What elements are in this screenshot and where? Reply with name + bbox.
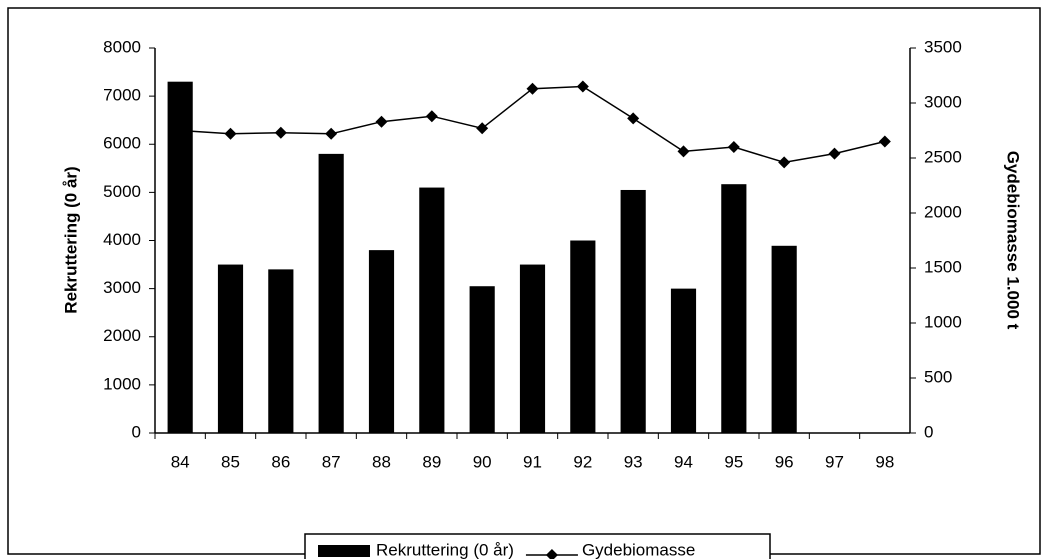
bar (771, 245, 797, 433)
x-tick-label: 96 (775, 452, 794, 471)
bar (570, 240, 596, 433)
bar (419, 187, 445, 433)
y-tick-label: 5000 (103, 182, 141, 201)
x-tick-label: 93 (624, 452, 643, 471)
bar (318, 153, 344, 433)
bar (519, 264, 546, 433)
x-tick-label: 95 (724, 452, 743, 471)
point (828, 147, 841, 160)
point (576, 80, 589, 93)
bar (217, 264, 244, 433)
y2-tick-label: 500 (924, 367, 952, 386)
legend-marker (545, 549, 558, 559)
y2-tick-label: 2000 (924, 202, 962, 221)
y2-tick-label: 3500 (924, 37, 962, 56)
y-tick-label: 2000 (103, 326, 141, 345)
x-tick-label: 94 (674, 452, 693, 471)
y2-tick-label: 0 (924, 422, 933, 441)
bar (721, 184, 747, 433)
point (476, 122, 489, 135)
x-tick-label: 85 (221, 452, 240, 471)
y2-tick-label: 1500 (924, 257, 962, 276)
y-tick-label: 1000 (103, 374, 141, 393)
point (224, 127, 237, 140)
y2-axis-title: Gydebiomasse 1.000 t (1004, 151, 1023, 330)
point (878, 135, 891, 148)
y-tick-label: 4000 (103, 230, 141, 249)
y-axis-title: Rekruttering (0 år) (61, 166, 80, 313)
bar (368, 250, 395, 433)
point (274, 126, 287, 139)
line (180, 85, 886, 164)
x-tick-label: 97 (825, 452, 844, 471)
point (627, 112, 640, 125)
point (425, 110, 438, 123)
point (375, 115, 388, 128)
y-tick-label: 8000 (103, 37, 141, 56)
bar (268, 269, 294, 433)
x-tick-label: 89 (422, 452, 441, 471)
x-tick-label: 88 (372, 452, 391, 471)
x-tick-label: 92 (573, 452, 592, 471)
y-tick-label: 6000 (103, 134, 141, 153)
point (174, 124, 187, 137)
x-tick-label: 90 (473, 452, 492, 471)
legend-label: Rekruttering (0 år) (376, 540, 514, 559)
y-tick-label: 3000 (103, 278, 141, 297)
point (677, 145, 690, 158)
y-tick-label: 0 (132, 422, 141, 441)
x-tick-label: 98 (875, 452, 894, 471)
bar (167, 81, 193, 433)
bar (469, 286, 495, 433)
point (526, 82, 539, 95)
x-tick-label: 84 (171, 452, 190, 471)
legend-swatch (318, 545, 370, 557)
bar (670, 288, 697, 433)
x-tick-label: 91 (523, 452, 542, 471)
y2-tick-label: 2500 (924, 147, 962, 166)
point (325, 127, 338, 140)
y2-tick-label: 3000 (924, 92, 962, 111)
legend-label: Gydebiomasse (582, 540, 695, 559)
bar (620, 189, 646, 433)
y-tick-label: 7000 (103, 86, 141, 105)
point (778, 156, 791, 169)
y2-tick-label: 1000 (924, 312, 962, 331)
x-tick-label: 86 (271, 452, 290, 471)
x-tick-label: 87 (322, 452, 341, 471)
point (727, 141, 740, 153)
